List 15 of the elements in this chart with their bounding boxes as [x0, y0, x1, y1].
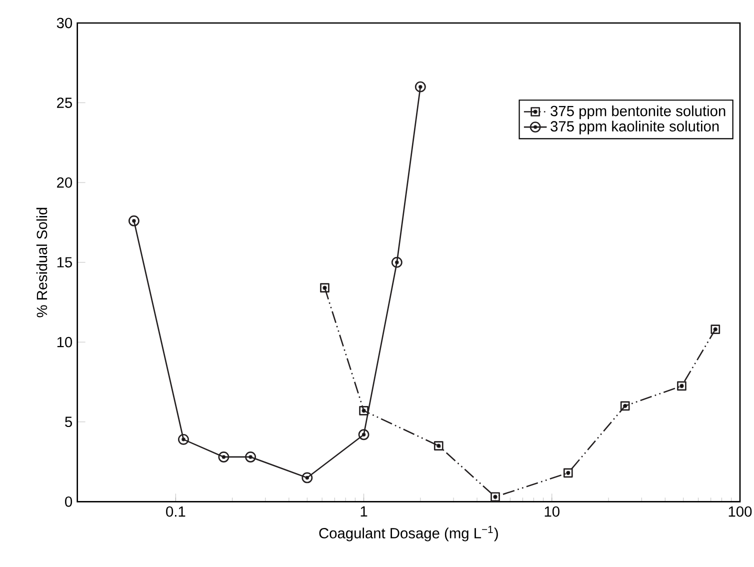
x-tick-label: 10 [544, 506, 560, 517]
y-tick-label: 0 [65, 496, 72, 507]
y-tick-label: 20 [57, 177, 72, 188]
x-axis-title: Coagulant Dosage (mg L$^{−1}$) [319, 526, 498, 542]
y-axis-title: % Residual Solid [36, 208, 48, 318]
x-tick-label: 0.1 [166, 506, 186, 517]
y-tick-label: 30 [56, 18, 72, 28]
y-tick-label: 10 [57, 336, 72, 348]
x-tick-label: 100 [728, 506, 752, 517]
y-tick-label: 25 [57, 98, 72, 108]
legend-label: 375 ppm kaolinite solution [550, 120, 719, 134]
y-tick-label: 15 [57, 257, 72, 268]
legend-label: 375 ppm bentonite solution [550, 105, 726, 120]
y-tick-label: 5 [65, 416, 72, 427]
x-tick-label: 1 [360, 506, 368, 516]
